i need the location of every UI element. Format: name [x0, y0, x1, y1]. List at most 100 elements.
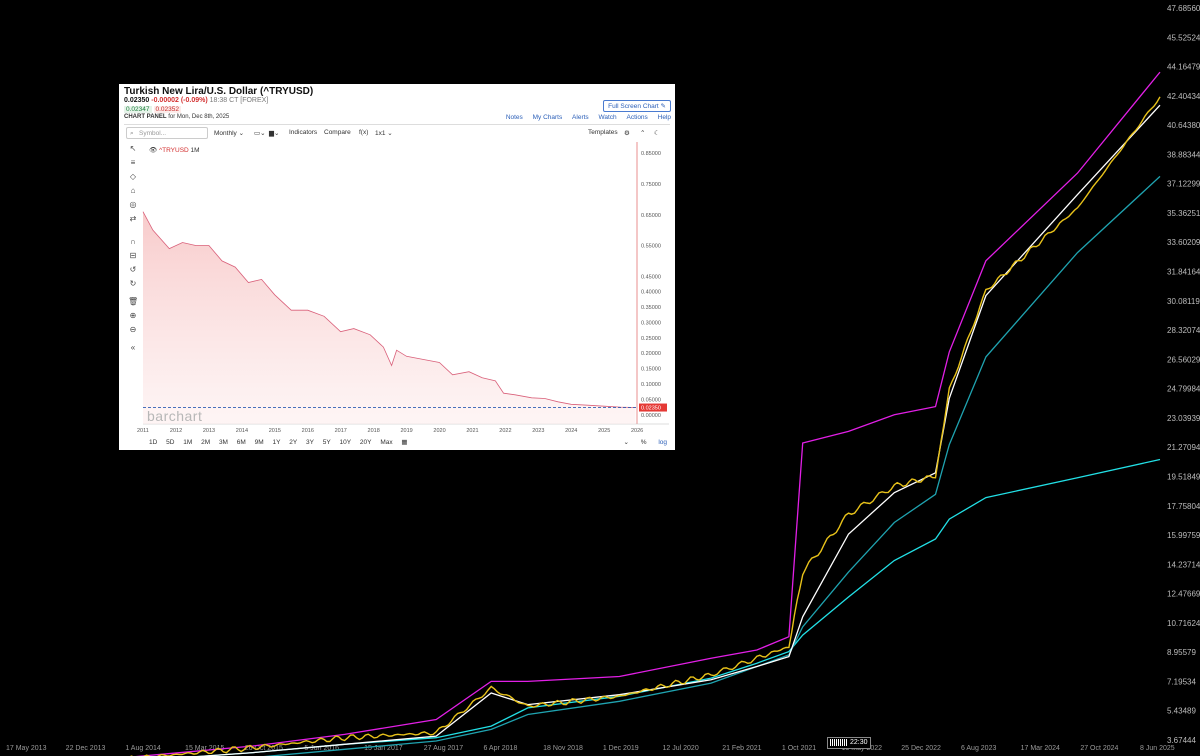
zoom-in-icon[interactable]: ⊕ — [129, 311, 137, 320]
layout-label: 1x1 — [375, 130, 386, 137]
range-10y[interactable]: 10Y — [339, 439, 352, 446]
help-link[interactable]: Help — [657, 114, 671, 121]
y-tick-label: 33.60209 — [1167, 238, 1200, 247]
panel-x-tick: 2023 — [532, 428, 544, 434]
gear-icon[interactable]: ⚙ — [624, 130, 630, 137]
panel-x-tick: 2024 — [565, 428, 577, 434]
y-tick-label: 21.27094 — [1167, 443, 1200, 452]
panel-y-tick: 0.45000 — [641, 274, 661, 280]
eye-icon[interactable]: 👁 — [149, 147, 158, 154]
panel-x-tick: 2011 — [137, 428, 149, 434]
log-toggle[interactable]: log — [658, 439, 667, 446]
range-3m[interactable]: 3M — [218, 439, 228, 446]
panel-title: Turkish New Lira/U.S. Dollar (^TRYUSD) — [124, 86, 314, 97]
x-tick-label: 15 Mar 2015 — [185, 745, 224, 752]
notes-link[interactable]: Notes — [505, 114, 523, 121]
range-20y[interactable]: 20Y — [359, 439, 372, 446]
chart-panel-label: CHART PANEL for Mon, Dec 8th, 2025 — [124, 114, 229, 120]
fibonacci-icon[interactable]: ⌂ — [130, 186, 136, 195]
x-tick-label: 6 Apr 2018 — [483, 745, 517, 752]
range-3y[interactable]: 3Y — [306, 439, 314, 446]
panel-y-tick: 0.15000 — [641, 367, 661, 373]
x-tick-label: 18 Nov 2018 — [543, 745, 583, 752]
y-tick-label: 3.67444 — [1167, 736, 1196, 745]
symbol-search-input[interactable]: ⌕ Symbol... — [126, 127, 208, 139]
undo-icon[interactable]: ↺ — [129, 265, 137, 274]
price-change: -0.00002 (-0.09%) — [151, 97, 208, 104]
quote-meta: 18:38 CT [FOREX] — [209, 97, 269, 104]
collapse-sidebar-icon[interactable]: « — [130, 343, 136, 352]
range-1m[interactable]: 1M — [183, 439, 193, 446]
bid-ask: 0.02347 0.02352 — [124, 106, 181, 113]
range-2m[interactable]: 2M — [201, 439, 211, 446]
percent-toggle[interactable]: % — [640, 439, 647, 446]
templates-button[interactable]: Templates — [588, 129, 618, 136]
panel-x-tick: 2021 — [466, 428, 478, 434]
panel-chart: 0.02350 0.85000 0.75000 0.65000 0.55000 0.450… — [137, 142, 669, 434]
y-tick-label: 28.32074 — [1167, 326, 1200, 335]
alerts-link[interactable]: Alerts — [572, 114, 589, 121]
panel-x-tick: 2025 — [598, 428, 610, 434]
calendar-icon[interactable]: ▦ — [401, 439, 408, 446]
y-tick-label: 17.75804 — [1167, 502, 1200, 511]
range-1d[interactable]: 1D — [149, 439, 158, 446]
my-charts-link[interactable]: My Charts — [532, 114, 563, 121]
full-screen-button[interactable]: Full Screen Chart ✎ — [603, 100, 671, 112]
y-tick-label: 7.19534 — [1167, 677, 1196, 686]
trash-icon[interactable]: 🗑 — [128, 297, 139, 306]
panel-x-tick: 2018 — [368, 428, 380, 434]
measure-icon[interactable]: ◎ — [129, 200, 137, 209]
x-tick-label: 27 Aug 2017 — [424, 745, 463, 752]
last-price: 0.02350 — [124, 97, 150, 104]
chart-type-icon[interactable]: ▆⌄ — [269, 130, 280, 137]
interval-select[interactable]: Monthly ⌄ — [214, 129, 244, 137]
range-5y[interactable]: 5Y — [322, 439, 331, 446]
actions-link[interactable]: Actions — [626, 114, 648, 121]
x-tick-label: 22 Dec 2013 — [66, 745, 106, 752]
collapse-down-icon[interactable]: ⌄ — [623, 439, 629, 446]
lower-band-line — [196, 458, 1161, 756]
x-tick-label: 26 Oct 2015 — [245, 745, 283, 752]
y-tick-label: 24.79984 — [1167, 385, 1200, 394]
y-tick-label: 31.84164 — [1167, 268, 1200, 277]
y-tick-label: 26.56029 — [1167, 355, 1200, 364]
barchart-watermark: barchart — [147, 408, 203, 424]
magnet-icon[interactable]: ∩ — [130, 237, 136, 246]
interval-label: Monthly — [214, 130, 237, 137]
panel-y-tick: 0.55000 — [641, 244, 661, 250]
layout-select[interactable]: 1x1 ⌄ — [375, 130, 393, 137]
draw-tools-icon[interactable]: ▭⌄ — [254, 130, 266, 137]
range-9m[interactable]: 9M — [254, 439, 264, 446]
theme-icon[interactable]: ☾ — [654, 130, 660, 137]
chart-panel-title: CHART PANEL — [124, 114, 167, 120]
compare-button[interactable]: Compare — [324, 129, 351, 136]
x-tick-label: 5 Jun 2016 — [304, 745, 339, 752]
text-tool-icon[interactable]: ≡ — [130, 158, 136, 167]
panel-links: Notes My Charts Alerts Watch Actions Hel… — [498, 114, 671, 121]
x-tick-label: 17 May 2013 — [6, 745, 47, 752]
y-tick-label: 5.43489 — [1167, 707, 1196, 716]
range-max[interactable]: Max — [380, 439, 393, 446]
collapse-icon[interactable]: ⌃ — [640, 130, 646, 137]
range-1y[interactable]: 1Y — [272, 439, 281, 446]
range-5d[interactable]: 5D — [166, 439, 175, 446]
indicators-button[interactable]: Indicators — [289, 129, 318, 136]
fx-button[interactable]: f(x) — [359, 129, 369, 136]
lock-icon[interactable]: ⊟ — [129, 251, 137, 260]
range-6m[interactable]: 6M — [236, 439, 246, 446]
y-tick-label: 19.51849 — [1167, 472, 1200, 481]
panel-x-tick: 2017 — [335, 428, 347, 434]
redo-icon[interactable]: ↻ — [129, 279, 137, 288]
x-tick-label: 25 Dec 2022 — [901, 745, 941, 752]
watch-link[interactable]: Watch — [598, 114, 617, 121]
chevron-down-icon: ⌄ — [238, 130, 245, 137]
x-tick-label: 12 Jul 2020 — [663, 745, 699, 752]
crosshair-icon[interactable]: ↖ — [129, 144, 137, 153]
shape-tool-icon[interactable]: ◇ — [129, 172, 137, 181]
panel-x-tick: 2012 — [170, 428, 182, 434]
ask-value: 0.02352 — [153, 106, 181, 113]
zoom-out-icon[interactable]: ⊖ — [129, 325, 137, 334]
y-tick-label: 35.36251 — [1167, 209, 1200, 218]
pattern-icon[interactable]: ⇄ — [129, 214, 137, 223]
range-2y[interactable]: 2Y — [289, 439, 298, 446]
